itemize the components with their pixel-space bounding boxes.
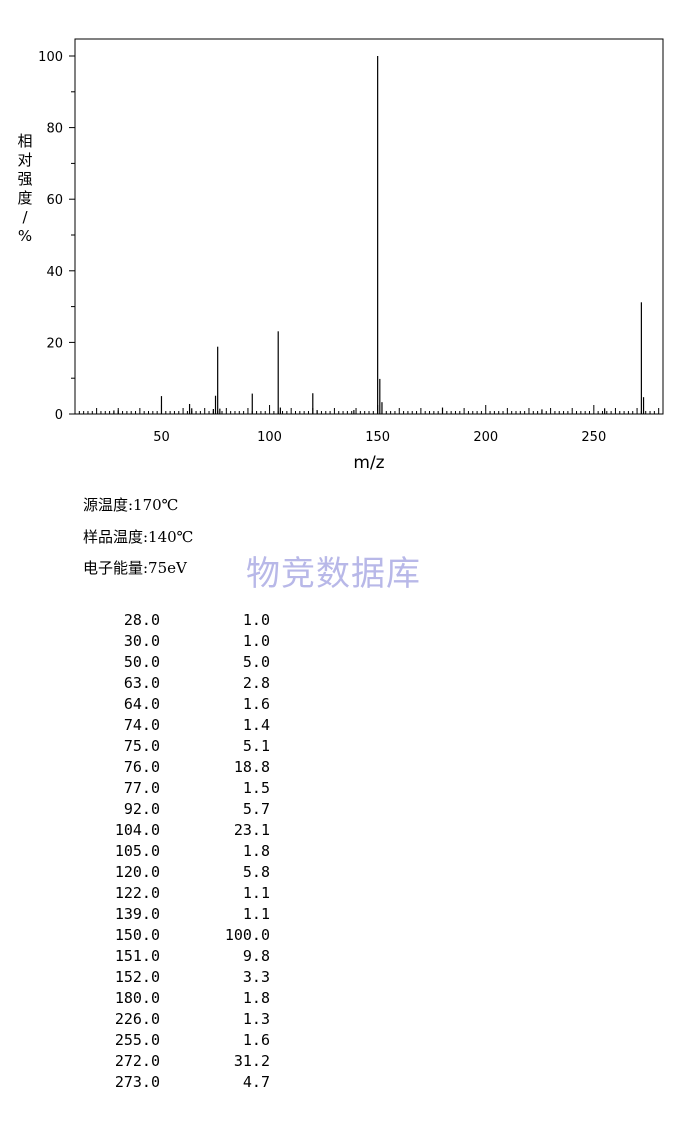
peak-intensity-value: 3.3	[242, 968, 270, 986]
table-row: 226.0 1.3	[90, 1009, 270, 1030]
table-row: 255.0 1.6	[90, 1030, 270, 1051]
plot-frame	[74, 38, 664, 415]
peak-intensity-value: 1.1	[242, 905, 270, 923]
table-row: 152.0 3.3	[90, 967, 270, 988]
table-row: 64.0 1.6	[90, 694, 270, 715]
peak-mz-value: 226.0	[114, 1010, 160, 1028]
peak-intensity-value: 1.8	[242, 842, 270, 860]
table-row: 120.0 5.8	[90, 862, 270, 883]
table-row: 150.0 100.0	[90, 925, 270, 946]
peak-intensity-value: 1.6	[242, 1031, 270, 1049]
mass-spectrum-chart: 50 100 150 200 250 0 20 40 60 80 100 m/z 相对强度/%	[17, 38, 664, 473]
peak-intensity-value: 2.8	[242, 674, 270, 692]
peak-mz-value: 50.0	[123, 653, 160, 671]
peak-mz-value: 272.0	[114, 1052, 160, 1070]
peak-mz-value: 74.0	[123, 716, 160, 734]
peak-intensity-value: 23.1	[233, 821, 270, 839]
peak-intensity-value: 4.7	[242, 1073, 270, 1091]
peak-intensity-value: 31.2	[233, 1052, 270, 1070]
table-row: 105.0 1.8	[90, 841, 270, 862]
table-row: 63.0 2.8	[90, 673, 270, 694]
peak-mz-value: 64.0	[123, 695, 160, 713]
peak-table: 28.0 1.0 30.0 1.0 50.0 5.0 63.0 2.8 64.0 1.6 74.0 1…	[90, 610, 270, 1093]
peak-mz-value: 180.0	[114, 989, 160, 1007]
peak-mz-value: 151.0	[114, 947, 160, 965]
table-row: 30.0 1.0	[90, 631, 270, 652]
table-row: 151.0 9.8	[90, 946, 270, 967]
sample-temperature: 样品温度:140℃	[83, 527, 194, 546]
peak-mz-value: 122.0	[114, 884, 160, 902]
y-tick-label: 100	[38, 50, 63, 65]
peak-mz-value: 139.0	[114, 905, 160, 923]
peak-mz-value: 152.0	[114, 968, 160, 986]
measurement-conditions: 源温度:170℃ 样品温度:140℃ 电子能量:75eV	[83, 493, 193, 588]
peak-intensity-value: 18.8	[233, 758, 270, 776]
peak-mz-value: 150.0	[114, 926, 160, 944]
table-row: 76.0 18.8	[90, 757, 270, 778]
electron-energy: 电子能量:75eV	[83, 559, 187, 577]
x-tick-label: 200	[473, 430, 498, 445]
table-row: 180.0 1.8	[90, 988, 270, 1009]
table-row: 104.0 23.1	[90, 820, 270, 841]
table-row: 139.0 1.1	[90, 904, 270, 925]
peak-mz-value: 77.0	[123, 779, 160, 797]
peak-intensity-value: 1.5	[242, 779, 270, 797]
x-axis-label: m/z	[353, 453, 384, 473]
table-row: 92.0 5.7	[90, 799, 270, 820]
peak-intensity-value: 5.7	[242, 800, 270, 818]
x-tick-label: 100	[257, 430, 282, 445]
peak-mz-value: 76.0	[123, 758, 160, 776]
table-row: 273.0 4.7	[90, 1072, 270, 1093]
peak-mz-value: 255.0	[114, 1031, 160, 1049]
table-row: 75.0 5.1	[90, 736, 270, 757]
peak-intensity-value: 5.1	[242, 737, 270, 755]
y-axis-label: 相对强度/%	[17, 132, 32, 245]
table-row: 122.0 1.1	[90, 883, 270, 904]
x-tick-label: 250	[581, 430, 606, 445]
peak-mz-value: 120.0	[114, 863, 160, 881]
peak-intensity-value: 1.8	[242, 989, 270, 1007]
x-tick-label: 50	[153, 430, 170, 445]
peak-intensity-value: 5.8	[242, 863, 270, 881]
y-tick-label: 60	[46, 193, 63, 208]
peak-intensity-value: 1.4	[242, 716, 270, 734]
peak-mz-value: 104.0	[114, 821, 160, 839]
peak-mz-value: 30.0	[123, 632, 160, 650]
peak-intensity-value: 9.8	[242, 947, 270, 965]
y-tick-label: 40	[46, 265, 63, 280]
peak-mz-value: 63.0	[123, 674, 160, 692]
peak-intensity-value: 100.0	[224, 926, 270, 944]
peak-mz-value: 28.0	[123, 611, 160, 629]
peak-mz-value: 75.0	[123, 737, 160, 755]
table-row: 50.0 5.0	[90, 652, 270, 673]
peak-intensity-value: 1.0	[242, 611, 270, 629]
peak-intensity-value: 5.0	[242, 653, 270, 671]
peak-intensity-value: 1.1	[242, 884, 270, 902]
peak-intensity-value: 1.6	[242, 695, 270, 713]
y-tick-label: 0	[55, 408, 63, 423]
table-row: 28.0 1.0	[90, 610, 270, 631]
peak-mz-value: 105.0	[114, 842, 160, 860]
y-tick-label: 80	[46, 122, 63, 137]
table-row: 272.0 31.2	[90, 1051, 270, 1072]
peak-mz-value: 273.0	[114, 1073, 160, 1091]
tick-labels: 50 100 150 200 250 0 20 40 60 80 100	[38, 50, 606, 445]
peak-intensity-value: 1.3	[242, 1010, 270, 1028]
x-tick-label: 150	[365, 430, 390, 445]
source-temperature: 源温度:170℃	[83, 496, 179, 514]
peak-intensity-value: 1.0	[242, 632, 270, 650]
peak-mz-value: 92.0	[123, 800, 160, 818]
axis-ticks	[69, 55, 660, 415]
watermark: 物竞数据库	[246, 554, 421, 594]
table-row: 74.0 1.4	[90, 715, 270, 736]
spectrum-peaks	[113, 56, 645, 414]
y-tick-label: 20	[46, 336, 63, 351]
table-row: 77.0 1.5	[90, 778, 270, 799]
